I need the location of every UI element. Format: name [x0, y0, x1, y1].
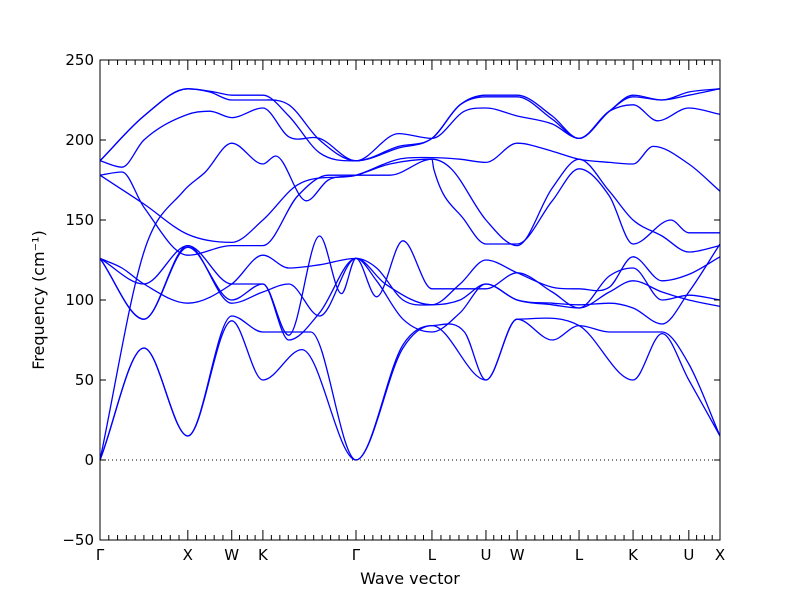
y-axis-label: Frequency (cm⁻¹): [29, 230, 48, 369]
y-tick-label-1: 0: [84, 451, 94, 469]
x-tick-label-11: X: [715, 546, 725, 564]
band-line-2: [99, 315, 721, 461]
band-line-6: [99, 104, 721, 168]
x-tick-label-1: X: [183, 546, 193, 564]
y-tick-label-3: 100: [65, 291, 94, 309]
band-line-4: [99, 158, 720, 256]
y-tick-label-5: 200: [65, 131, 94, 149]
x-tick-label-3: K: [258, 546, 269, 564]
band-line-9: [99, 254, 721, 306]
band-line-1: [99, 317, 721, 461]
x-tick-label-0: Γ: [96, 546, 105, 564]
x-tick-label-6: U: [480, 546, 491, 564]
band-line-11: [99, 244, 721, 333]
x-tick-label-5: L: [428, 546, 437, 564]
band-line-8: [99, 88, 721, 162]
band-line-10: [99, 235, 721, 336]
y-tick-label-6: 250: [65, 51, 94, 69]
x-tick-label-7: W: [510, 546, 525, 564]
band-line-12: [99, 243, 721, 341]
y-tick-label-2: 50: [75, 371, 94, 389]
y-axis: −50 0 50 100 150 200 250: [62, 51, 720, 549]
plot-frame: [99, 59, 721, 541]
band-line-5: [99, 158, 721, 253]
y-tick-label-4: 150: [65, 211, 94, 229]
x-axis-label: Wave vector: [360, 569, 460, 588]
x-tick-label-2: W: [224, 546, 239, 564]
band-lines: [99, 88, 721, 461]
x-tick-label-10: U: [683, 546, 694, 564]
x-tick-label-9: K: [628, 546, 639, 564]
band-line-7: [99, 88, 721, 162]
y-tick-label-0: −50: [62, 531, 94, 549]
band-line-3: [99, 142, 721, 461]
x-tick-label-4: Γ: [352, 546, 361, 564]
x-tick-label-8: L: [575, 546, 584, 564]
